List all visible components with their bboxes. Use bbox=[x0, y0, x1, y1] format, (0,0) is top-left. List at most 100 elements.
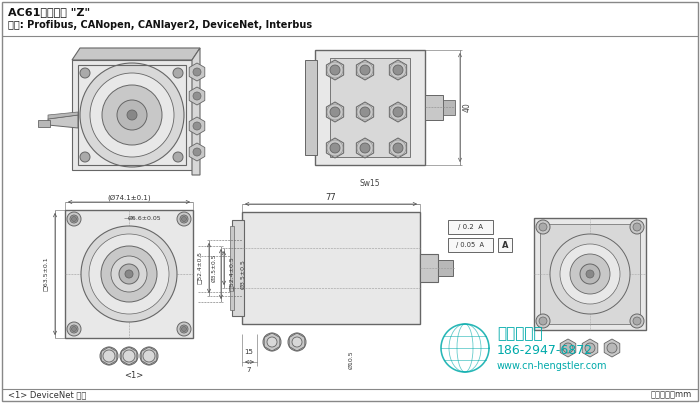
Circle shape bbox=[580, 264, 600, 284]
Circle shape bbox=[539, 317, 547, 325]
Circle shape bbox=[630, 314, 644, 328]
Circle shape bbox=[633, 223, 641, 231]
Bar bbox=[534, 218, 646, 330]
Polygon shape bbox=[189, 63, 205, 81]
Circle shape bbox=[127, 110, 137, 120]
Circle shape bbox=[173, 68, 183, 78]
Text: www.cn-hengstler.com: www.cn-hengstler.com bbox=[497, 361, 608, 371]
Bar bbox=[78, 65, 186, 165]
Text: / 0.2  A: / 0.2 A bbox=[458, 224, 482, 230]
Circle shape bbox=[125, 270, 133, 278]
Circle shape bbox=[71, 216, 76, 222]
Circle shape bbox=[123, 350, 135, 362]
Circle shape bbox=[111, 256, 147, 292]
Polygon shape bbox=[604, 339, 620, 357]
Bar bbox=[305, 60, 317, 155]
Text: 77: 77 bbox=[326, 193, 337, 202]
Circle shape bbox=[90, 73, 174, 157]
Bar bbox=[448, 238, 493, 252]
Polygon shape bbox=[389, 60, 407, 80]
Polygon shape bbox=[326, 138, 344, 158]
Circle shape bbox=[585, 343, 595, 353]
Text: □63.5±0.1: □63.5±0.1 bbox=[43, 257, 48, 291]
Circle shape bbox=[181, 326, 186, 332]
Circle shape bbox=[177, 322, 191, 336]
Text: 15: 15 bbox=[244, 349, 253, 355]
Circle shape bbox=[173, 152, 183, 162]
Polygon shape bbox=[356, 102, 374, 122]
Bar bbox=[498, 238, 512, 252]
Circle shape bbox=[330, 107, 340, 117]
Polygon shape bbox=[189, 87, 205, 105]
Text: 西安德伍拓: 西安德伍拓 bbox=[497, 326, 542, 341]
Circle shape bbox=[80, 63, 184, 167]
Text: Ø3.5±0.5: Ø3.5±0.5 bbox=[211, 254, 216, 282]
Circle shape bbox=[393, 107, 403, 117]
Circle shape bbox=[330, 143, 340, 153]
Circle shape bbox=[193, 148, 201, 156]
Text: 7: 7 bbox=[246, 367, 251, 373]
Circle shape bbox=[67, 212, 81, 226]
Bar bbox=[425, 95, 443, 120]
Polygon shape bbox=[72, 48, 200, 60]
Bar bbox=[540, 224, 640, 324]
Bar bbox=[242, 212, 420, 324]
Polygon shape bbox=[192, 48, 200, 175]
Polygon shape bbox=[72, 60, 192, 170]
Circle shape bbox=[71, 326, 76, 332]
Bar bbox=[420, 254, 438, 282]
Circle shape bbox=[288, 333, 306, 351]
Polygon shape bbox=[356, 138, 374, 158]
Circle shape bbox=[70, 215, 78, 223]
Polygon shape bbox=[356, 60, 374, 80]
Circle shape bbox=[180, 325, 188, 333]
Polygon shape bbox=[326, 102, 344, 122]
Text: Ø10.5: Ø10.5 bbox=[349, 351, 354, 369]
Polygon shape bbox=[582, 339, 598, 357]
Polygon shape bbox=[189, 117, 205, 135]
Circle shape bbox=[180, 215, 188, 223]
Text: 186-2947-6872: 186-2947-6872 bbox=[497, 345, 593, 357]
Circle shape bbox=[177, 212, 191, 226]
Polygon shape bbox=[48, 112, 78, 119]
Text: AC61电缆连接 "Z": AC61电缆连接 "Z" bbox=[8, 7, 90, 17]
Circle shape bbox=[393, 65, 403, 75]
Polygon shape bbox=[389, 138, 407, 158]
Bar bbox=[38, 120, 50, 127]
Text: 接口: Profibus, CANopen, CANlayer2, DeviceNet, Interbus: 接口: Profibus, CANopen, CANlayer2, Device… bbox=[8, 20, 312, 30]
Polygon shape bbox=[326, 60, 344, 80]
Circle shape bbox=[630, 220, 644, 234]
Circle shape bbox=[103, 350, 115, 362]
Circle shape bbox=[102, 85, 162, 145]
Text: <1>: <1> bbox=[125, 372, 144, 380]
Circle shape bbox=[70, 325, 78, 333]
Circle shape bbox=[181, 216, 186, 222]
Polygon shape bbox=[48, 115, 78, 128]
Text: Ø3.5±0.5: Ø3.5±0.5 bbox=[241, 259, 246, 289]
Bar bbox=[65, 210, 193, 338]
Text: <1> DeviceNet 没有: <1> DeviceNet 没有 bbox=[8, 391, 86, 399]
Circle shape bbox=[267, 337, 277, 347]
Polygon shape bbox=[560, 339, 576, 357]
Text: □52.4±0.5: □52.4±0.5 bbox=[228, 257, 234, 291]
Circle shape bbox=[89, 234, 169, 314]
Circle shape bbox=[101, 246, 157, 302]
Circle shape bbox=[119, 264, 139, 284]
Circle shape bbox=[193, 68, 201, 76]
Text: / 0.05  A: / 0.05 A bbox=[456, 242, 484, 248]
Circle shape bbox=[100, 347, 118, 365]
Circle shape bbox=[539, 223, 547, 231]
Circle shape bbox=[120, 347, 138, 365]
Bar bbox=[448, 220, 493, 234]
Text: (Ø74.1±0.1): (Ø74.1±0.1) bbox=[107, 195, 150, 202]
Circle shape bbox=[570, 254, 610, 294]
Text: 40: 40 bbox=[463, 102, 472, 112]
Bar bbox=[443, 100, 455, 115]
Circle shape bbox=[81, 226, 177, 322]
Bar bbox=[438, 260, 453, 276]
Circle shape bbox=[292, 337, 302, 347]
Circle shape bbox=[586, 270, 594, 278]
Circle shape bbox=[143, 350, 155, 362]
Circle shape bbox=[360, 107, 370, 117]
Circle shape bbox=[67, 322, 81, 336]
